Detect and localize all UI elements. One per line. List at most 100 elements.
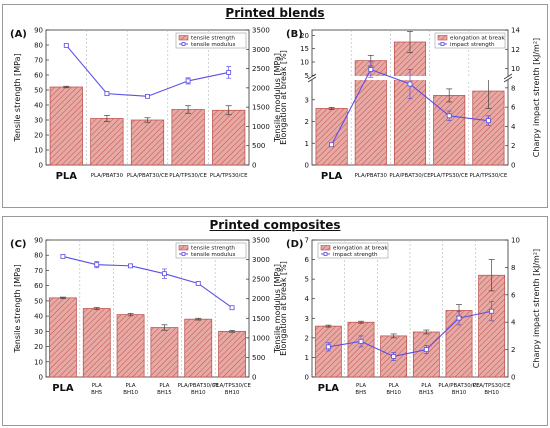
line-marker: [407, 81, 413, 87]
right-tick-label: 14: [511, 27, 520, 35]
left-tick-label: 80: [34, 252, 43, 260]
left-tick-label: 10: [34, 358, 43, 366]
bar: [90, 118, 124, 166]
right-tick-label: 1000: [252, 334, 270, 342]
right-tick-label: 3500: [252, 27, 270, 35]
bar: [433, 95, 466, 166]
category-label: PLA: [321, 171, 343, 182]
left-tick-label: 30: [34, 117, 43, 125]
right-tick-label: 10: [511, 65, 520, 73]
category-label: BH15: [157, 390, 172, 396]
panel-label: (D): [286, 239, 303, 250]
line-marker: [358, 338, 364, 344]
right-tick-label: 6: [511, 104, 516, 112]
legend-label: elongation at break: [450, 36, 505, 42]
right-tick-label: 10: [511, 237, 520, 245]
category-label: PLA: [159, 383, 169, 389]
category-label: BH10: [386, 390, 401, 396]
legend-swatch-marker: [440, 42, 445, 46]
left-tick-label: 20: [34, 343, 43, 351]
category-label: PLA/PBAT30/CE: [178, 383, 220, 389]
line-series: [328, 310, 492, 358]
left-tick-label: 50: [34, 297, 43, 305]
right-tick-label: 12: [511, 46, 520, 54]
axis-break-mark: [307, 73, 317, 80]
line-marker: [226, 70, 232, 75]
category-label: PLA/TPS30/CE: [213, 383, 251, 389]
bar: [412, 331, 440, 378]
bar: [314, 325, 342, 378]
legend-box: [434, 32, 506, 49]
category-label: PLA/PBAT30: [91, 173, 124, 179]
right-tick-label: 2500: [252, 65, 270, 73]
line-marker: [94, 262, 100, 268]
line-marker: [229, 305, 235, 311]
category-label: PLA: [126, 383, 136, 389]
bar: [150, 327, 179, 378]
left-tick-label: 40: [34, 102, 43, 110]
line-marker: [145, 93, 150, 99]
category-label: PLA/TPS30/CE: [470, 173, 508, 179]
left-tick-label: 20: [300, 32, 309, 40]
panel-label: (A): [10, 29, 27, 40]
left-tick-label: 6: [305, 256, 310, 264]
left-tick-label: 10: [34, 147, 43, 155]
left-tick-label: 3: [305, 315, 309, 323]
right-tick-label: 8: [511, 84, 515, 92]
line-marker: [446, 113, 452, 119]
right-tick-label: 1500: [252, 315, 270, 323]
legend-label: tensile modulus: [191, 252, 235, 258]
left-tick-label: 40: [34, 313, 43, 321]
legend-label: elongation at break: [333, 246, 388, 252]
legend-swatch-bar: [437, 35, 448, 41]
right-tick-label: 0: [252, 374, 256, 382]
left-tick-label: 1: [305, 140, 309, 148]
line-marker: [195, 281, 201, 286]
composites-title: Printed composites: [209, 218, 341, 232]
axis-break-mark: [307, 76, 317, 83]
y-axis-title: Tensile strength [MPa]: [13, 53, 22, 142]
category-label: PLA/PBAT30/CE: [127, 173, 169, 179]
category-label: PLA: [56, 171, 78, 182]
line-marker: [128, 263, 133, 269]
right-tick-label: 2: [511, 142, 515, 150]
category-label: BH10: [452, 390, 467, 396]
line-marker: [489, 308, 495, 314]
category-label: PLA: [318, 383, 340, 394]
bar: [445, 310, 473, 378]
right-tick-label: 3000: [252, 256, 270, 264]
bar: [49, 86, 83, 166]
category-label: BH10: [123, 390, 138, 396]
line-marker: [162, 271, 167, 277]
category-label: PLA: [421, 383, 431, 389]
category-label: PLA: [92, 383, 102, 389]
line-marker: [60, 254, 66, 259]
legend-swatch-marker: [181, 42, 186, 46]
legend-box: [175, 242, 247, 259]
legend-box: [317, 242, 389, 259]
y2-axis-title: Tensile modulus [MPa]: [273, 264, 282, 354]
left-tick-label: 4: [305, 295, 310, 303]
bar: [478, 274, 506, 378]
y-axis-title: Elongation at break [%]: [279, 261, 288, 356]
y2-axis-title: Charpy impact strenth [kJ/m²]: [532, 38, 541, 157]
bar: [82, 308, 111, 378]
legend-swatch-bar: [320, 245, 331, 251]
legend-swatch-bar: [178, 35, 189, 41]
left-tick-label: 90: [34, 27, 43, 35]
category-label: BH5: [355, 390, 366, 396]
legend-label: tensile modulus: [191, 42, 235, 48]
category-label: BH5: [91, 390, 102, 396]
left-tick-label: 0: [305, 162, 309, 170]
left-tick-label: 70: [34, 267, 43, 275]
right-tick-label: 1000: [252, 123, 270, 131]
axis-break-mark: [503, 73, 513, 80]
right-tick-label: 2: [511, 346, 515, 354]
line-marker: [485, 118, 491, 124]
line-marker: [391, 354, 397, 359]
right-tick-label: 0: [252, 162, 256, 170]
right-tick-label: 1500: [252, 104, 270, 112]
legend-swatch-marker: [323, 252, 328, 256]
left-tick-label: 1: [305, 354, 309, 362]
left-tick-label: 2: [305, 118, 309, 126]
